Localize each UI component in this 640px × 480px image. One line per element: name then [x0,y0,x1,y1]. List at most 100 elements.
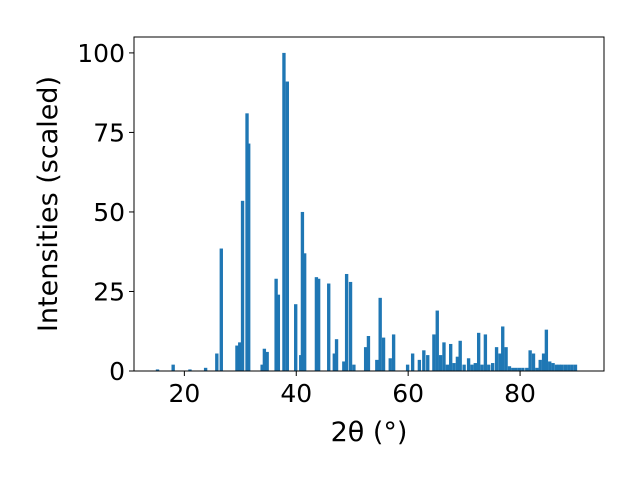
bar [215,353,219,371]
bar [375,359,379,371]
bar [188,369,192,371]
bar [531,353,536,371]
bar [501,326,505,371]
bar [332,353,336,371]
bar [554,364,559,371]
bar [238,342,242,371]
bar [366,336,371,371]
bar [494,347,499,371]
bar [300,211,305,371]
plot-frame [133,36,605,372]
x-axis-ticks: 20 40 60 80 [168,371,536,408]
bar [551,363,555,371]
bar [426,355,430,371]
x-axis-label: 2θ (°) [331,417,408,448]
bar [473,363,477,371]
bar [452,363,456,371]
bar [498,353,502,371]
bar [203,367,208,371]
y-tick-label: 0 [109,357,125,386]
x-tick-label: 80 [504,379,536,408]
bar [525,367,529,371]
bar [544,329,549,371]
bar [276,294,281,371]
bar [470,364,474,371]
bar [507,366,512,371]
bar [327,283,331,371]
bar [514,367,518,371]
bar [262,348,267,371]
bar [334,339,339,371]
bar [449,343,453,371]
bar [381,337,386,371]
bar [511,367,515,371]
bar [363,347,368,371]
bar [466,358,471,371]
bar [410,353,415,371]
bar [348,281,353,371]
bar [260,364,264,371]
bar [302,253,307,371]
bar [391,334,396,371]
bar [517,367,522,371]
bar [557,364,561,371]
bar [560,364,564,371]
y-axis-ticks: 0 25 50 75 100 [77,39,134,386]
bar [422,350,426,371]
bar [455,356,460,371]
bar [442,342,446,371]
bar [235,345,239,371]
bar [155,369,160,371]
bar [405,364,410,371]
y-tick-label: 100 [77,39,125,68]
x-tick-label: 20 [168,379,200,408]
bar [480,364,484,371]
bar [535,367,539,371]
bar [435,310,439,371]
y-tick-label: 50 [93,198,125,227]
bar [378,297,382,371]
bar [528,350,532,371]
y-tick-label: 75 [93,118,125,147]
bar [521,367,525,371]
bar [490,363,495,371]
y-tick-label: 25 [93,277,125,306]
bar [316,278,321,371]
bar [548,361,552,371]
bar [171,364,175,371]
bar [219,248,223,371]
bar [432,334,436,371]
bar [573,364,578,371]
bar [462,364,466,371]
bar [265,351,269,371]
bar [476,332,481,371]
bar [567,364,571,371]
bar [274,278,278,371]
bar [282,52,286,372]
bars-group [155,52,578,372]
bar [504,347,508,371]
x-tick-label: 60 [392,379,424,408]
x-tick-label: 40 [280,379,312,408]
bar [342,361,346,371]
bar [538,359,542,371]
bar [487,364,491,371]
bar [570,364,574,371]
bar [344,273,349,371]
bar [314,277,319,371]
bar [285,81,289,371]
bar [240,200,245,371]
bar [417,359,422,371]
bar [563,364,568,371]
bar [294,304,298,371]
bar [438,355,443,371]
bar [445,364,450,371]
bar [352,364,356,371]
bar [247,143,251,371]
bar [541,353,546,371]
bar [388,358,392,371]
bar [458,340,462,371]
y-axis-label: Intensities (scaled) [33,76,64,332]
bar [483,334,488,371]
